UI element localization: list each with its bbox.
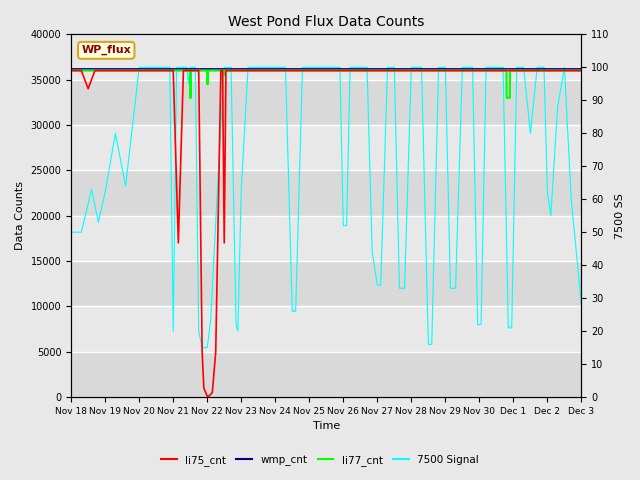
Legend: li75_cnt, wmp_cnt, li77_cnt, 7500 Signal: li75_cnt, wmp_cnt, li77_cnt, 7500 Signal	[157, 451, 483, 470]
Y-axis label: 7500 SS: 7500 SS	[615, 193, 625, 239]
Y-axis label: Data Counts: Data Counts	[15, 181, 25, 250]
Text: WP_flux: WP_flux	[81, 45, 131, 56]
Title: West Pond Flux Data Counts: West Pond Flux Data Counts	[228, 15, 424, 29]
X-axis label: Time: Time	[312, 421, 340, 432]
Bar	[71, 80, 581, 125]
Bar	[71, 352, 581, 397]
Bar	[71, 261, 581, 306]
Bar	[71, 170, 581, 216]
